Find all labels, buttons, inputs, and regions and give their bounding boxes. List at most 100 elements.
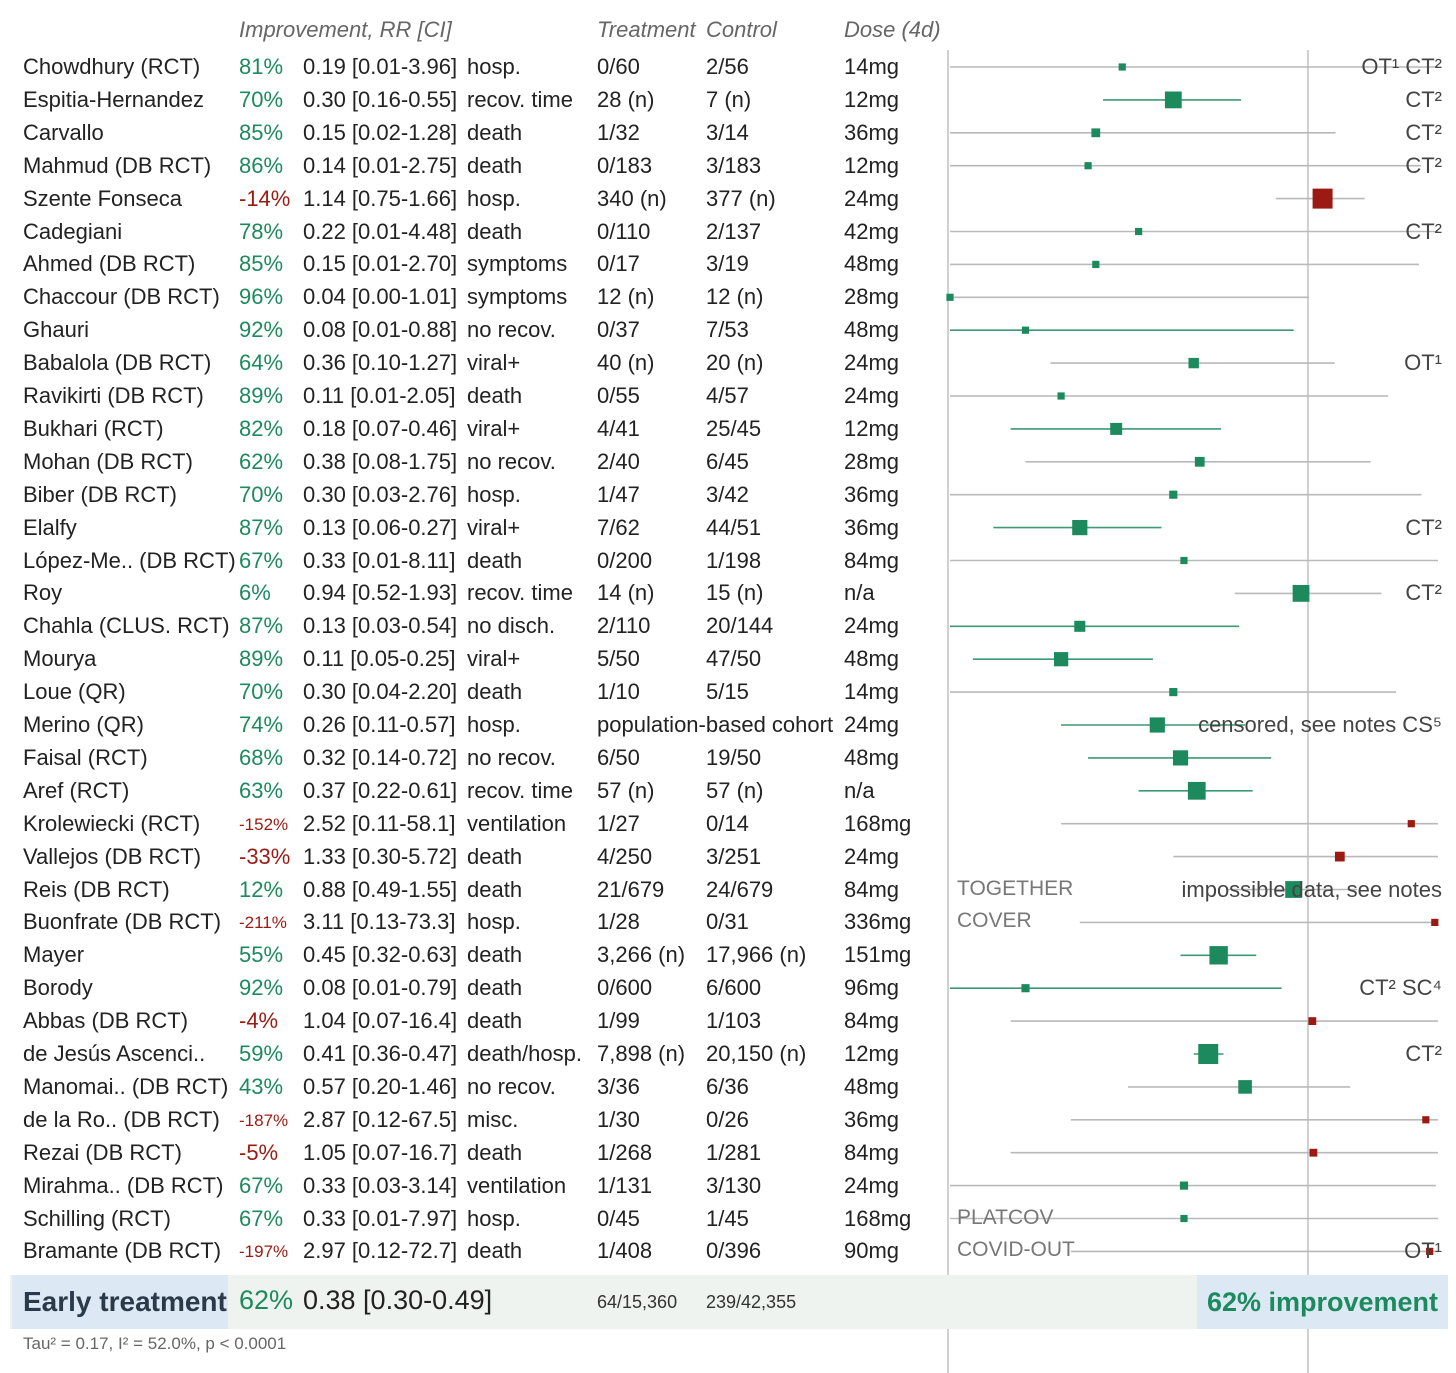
header-dose: Dose (4d)	[844, 17, 941, 42]
control-events: 0/26	[706, 1106, 749, 1132]
treatment-events: 0/110	[597, 218, 651, 244]
risk-ratio: 0.41 [0.36-0.47]	[303, 1041, 458, 1066]
trial-tag: TOGETHER	[957, 876, 1074, 900]
improvement: 63%	[239, 777, 284, 803]
risk-ratio: 0.38 [0.08-1.75]	[303, 448, 458, 474]
dose: 12mg	[844, 86, 900, 112]
dose: 96mg	[844, 975, 900, 1001]
treatment-events: 0/200	[597, 547, 653, 573]
summary-treatment: 64/15,360	[597, 1292, 678, 1312]
point-marker	[1209, 946, 1228, 965]
improvement: -197%	[239, 1242, 289, 1262]
table-row: Chaccour (DB RCT) 96% 0.04 [0.00-1.01] symp…	[0, 282, 1456, 315]
dose: 28mg	[844, 284, 900, 310]
study-name: Merino (QR)	[23, 712, 145, 737]
treatment-events: 3,266 (n)	[597, 942, 686, 968]
improvement: -4%	[239, 1008, 279, 1034]
outcome: death	[467, 843, 523, 869]
treatment-events: 1/47	[597, 481, 640, 507]
control-events: 57 (n)	[706, 777, 764, 803]
risk-ratio: 1.04 [0.07-16.4]	[303, 1008, 458, 1034]
risk-ratio: 3.11 [0.13-73.3]	[303, 909, 456, 935]
study-name: Reis (DB RCT)	[23, 876, 170, 902]
point-marker	[1308, 1017, 1317, 1026]
control-events: 3/183	[706, 152, 762, 178]
point-marker	[1285, 881, 1303, 898]
improvement: 96%	[239, 284, 284, 310]
study-name: Ghauri	[23, 317, 90, 343]
dose: 36mg	[844, 481, 900, 507]
header-control: Control	[706, 17, 777, 42]
control-events: 47/50	[706, 646, 762, 672]
dose: 14mg	[844, 54, 900, 79]
improvement: 87%	[239, 514, 284, 540]
point-marker	[1179, 1181, 1189, 1190]
risk-ratio: 0.32 [0.14-0.72]	[303, 744, 458, 770]
dose: 84mg	[844, 876, 900, 902]
notes: CT²	[1405, 1041, 1442, 1066]
outcome: death	[467, 383, 523, 408]
dose: 12mg	[844, 415, 900, 441]
study-name: Vallejos (DB RCT)	[23, 843, 202, 869]
table-row: Loue (QR) 70% 0.30 [0.04-2.20] death 1/10 5/1…	[0, 677, 1456, 710]
treatment-events: 0/17	[597, 251, 640, 277]
point-marker	[1312, 188, 1333, 209]
control-events: 19/50	[706, 744, 762, 770]
outcome: hosp.	[467, 712, 521, 737]
dose: 48mg	[844, 1073, 900, 1099]
improvement: 70%	[239, 86, 284, 112]
notes: CT² SC⁴	[1359, 975, 1442, 1001]
study-name: Biber (DB RCT)	[23, 481, 178, 507]
control-events: 6/600	[706, 975, 762, 1001]
control-events: 0/31	[706, 909, 749, 935]
table-row: Espitia-Hernandez 70% 0.30 [0.16-0.55] reco…	[0, 85, 1456, 118]
table-row: Mirahma.. (DB RCT) 67% 0.33 [0.03-3.14] ven…	[0, 1171, 1456, 1204]
study-name: Ravikirti (DB RCT)	[23, 383, 204, 408]
risk-ratio: 1.14 [0.75-1.66]	[303, 185, 458, 211]
risk-ratio: 2.87 [0.12-67.5]	[303, 1106, 458, 1132]
treatment-events: 28 (n)	[597, 86, 655, 112]
outcome: no recov.	[467, 317, 556, 343]
point-marker	[1021, 984, 1030, 993]
table-row: Biber (DB RCT) 70% 0.30 [0.03-2.76] hosp. 1/…	[0, 480, 1456, 513]
control-events: 20/144	[706, 613, 774, 639]
improvement: 12%	[239, 876, 284, 902]
outcome: recov. time	[467, 777, 573, 803]
dose: 12mg	[844, 152, 900, 178]
point-marker	[1334, 851, 1345, 862]
point-marker	[1118, 63, 1126, 71]
control-events: 3/130	[706, 1172, 762, 1198]
dose: 48mg	[844, 744, 900, 770]
control-events: 377 (n)	[706, 185, 776, 211]
risk-ratio: 0.94 [0.52-1.93]	[303, 580, 458, 606]
treatment-events: 1/10	[597, 679, 640, 705]
table-row: de Jesús Ascenci.. 59% 0.41 [0.36-0.47] dea…	[0, 1039, 1456, 1072]
point-marker	[1188, 357, 1199, 369]
table-row: Manomai.. (DB RCT) 43% 0.57 [0.20-1.46] no …	[0, 1072, 1456, 1105]
study-name: Loue (QR)	[23, 679, 126, 705]
risk-ratio: 0.15 [0.02-1.28]	[303, 119, 458, 145]
table-row: Babalola (DB RCT) 64% 0.36 [0.10-1.27] vira…	[0, 348, 1456, 381]
dose: 36mg	[844, 1106, 900, 1132]
point-marker	[1292, 585, 1310, 602]
improvement: -152%	[239, 814, 289, 834]
summary-label: Early treatment	[12, 1275, 228, 1329]
table-row: Abbas (DB RCT) -4% 1.04 [0.07-16.4] death 1/…	[0, 1006, 1456, 1039]
outcome: death	[467, 152, 523, 178]
table-row: Bramante (DB RCT) -197% 2.97 [0.12-72.7] de…	[0, 1236, 1456, 1269]
improvement: 82%	[239, 415, 284, 441]
outcome: death	[467, 547, 523, 573]
improvement: 70%	[239, 481, 284, 507]
notes: OT¹ CT²	[1361, 54, 1442, 79]
control-events: 7 (n)	[706, 86, 752, 112]
treatment-events: 0/55	[597, 383, 640, 408]
improvement: 86%	[239, 152, 284, 178]
improvement: 55%	[239, 942, 284, 968]
point-marker	[1194, 456, 1205, 467]
table-row: de la Ro.. (DB RCT) -187% 2.87 [0.12-67.5]…	[0, 1105, 1456, 1138]
improvement: 92%	[239, 317, 284, 343]
table-row: Merino (QR) 74% 0.26 [0.11-0.57] hosp. popul…	[0, 710, 1456, 743]
point-marker	[1407, 820, 1415, 828]
outcome: no recov.	[467, 744, 556, 770]
improvement: 59%	[239, 1041, 284, 1066]
